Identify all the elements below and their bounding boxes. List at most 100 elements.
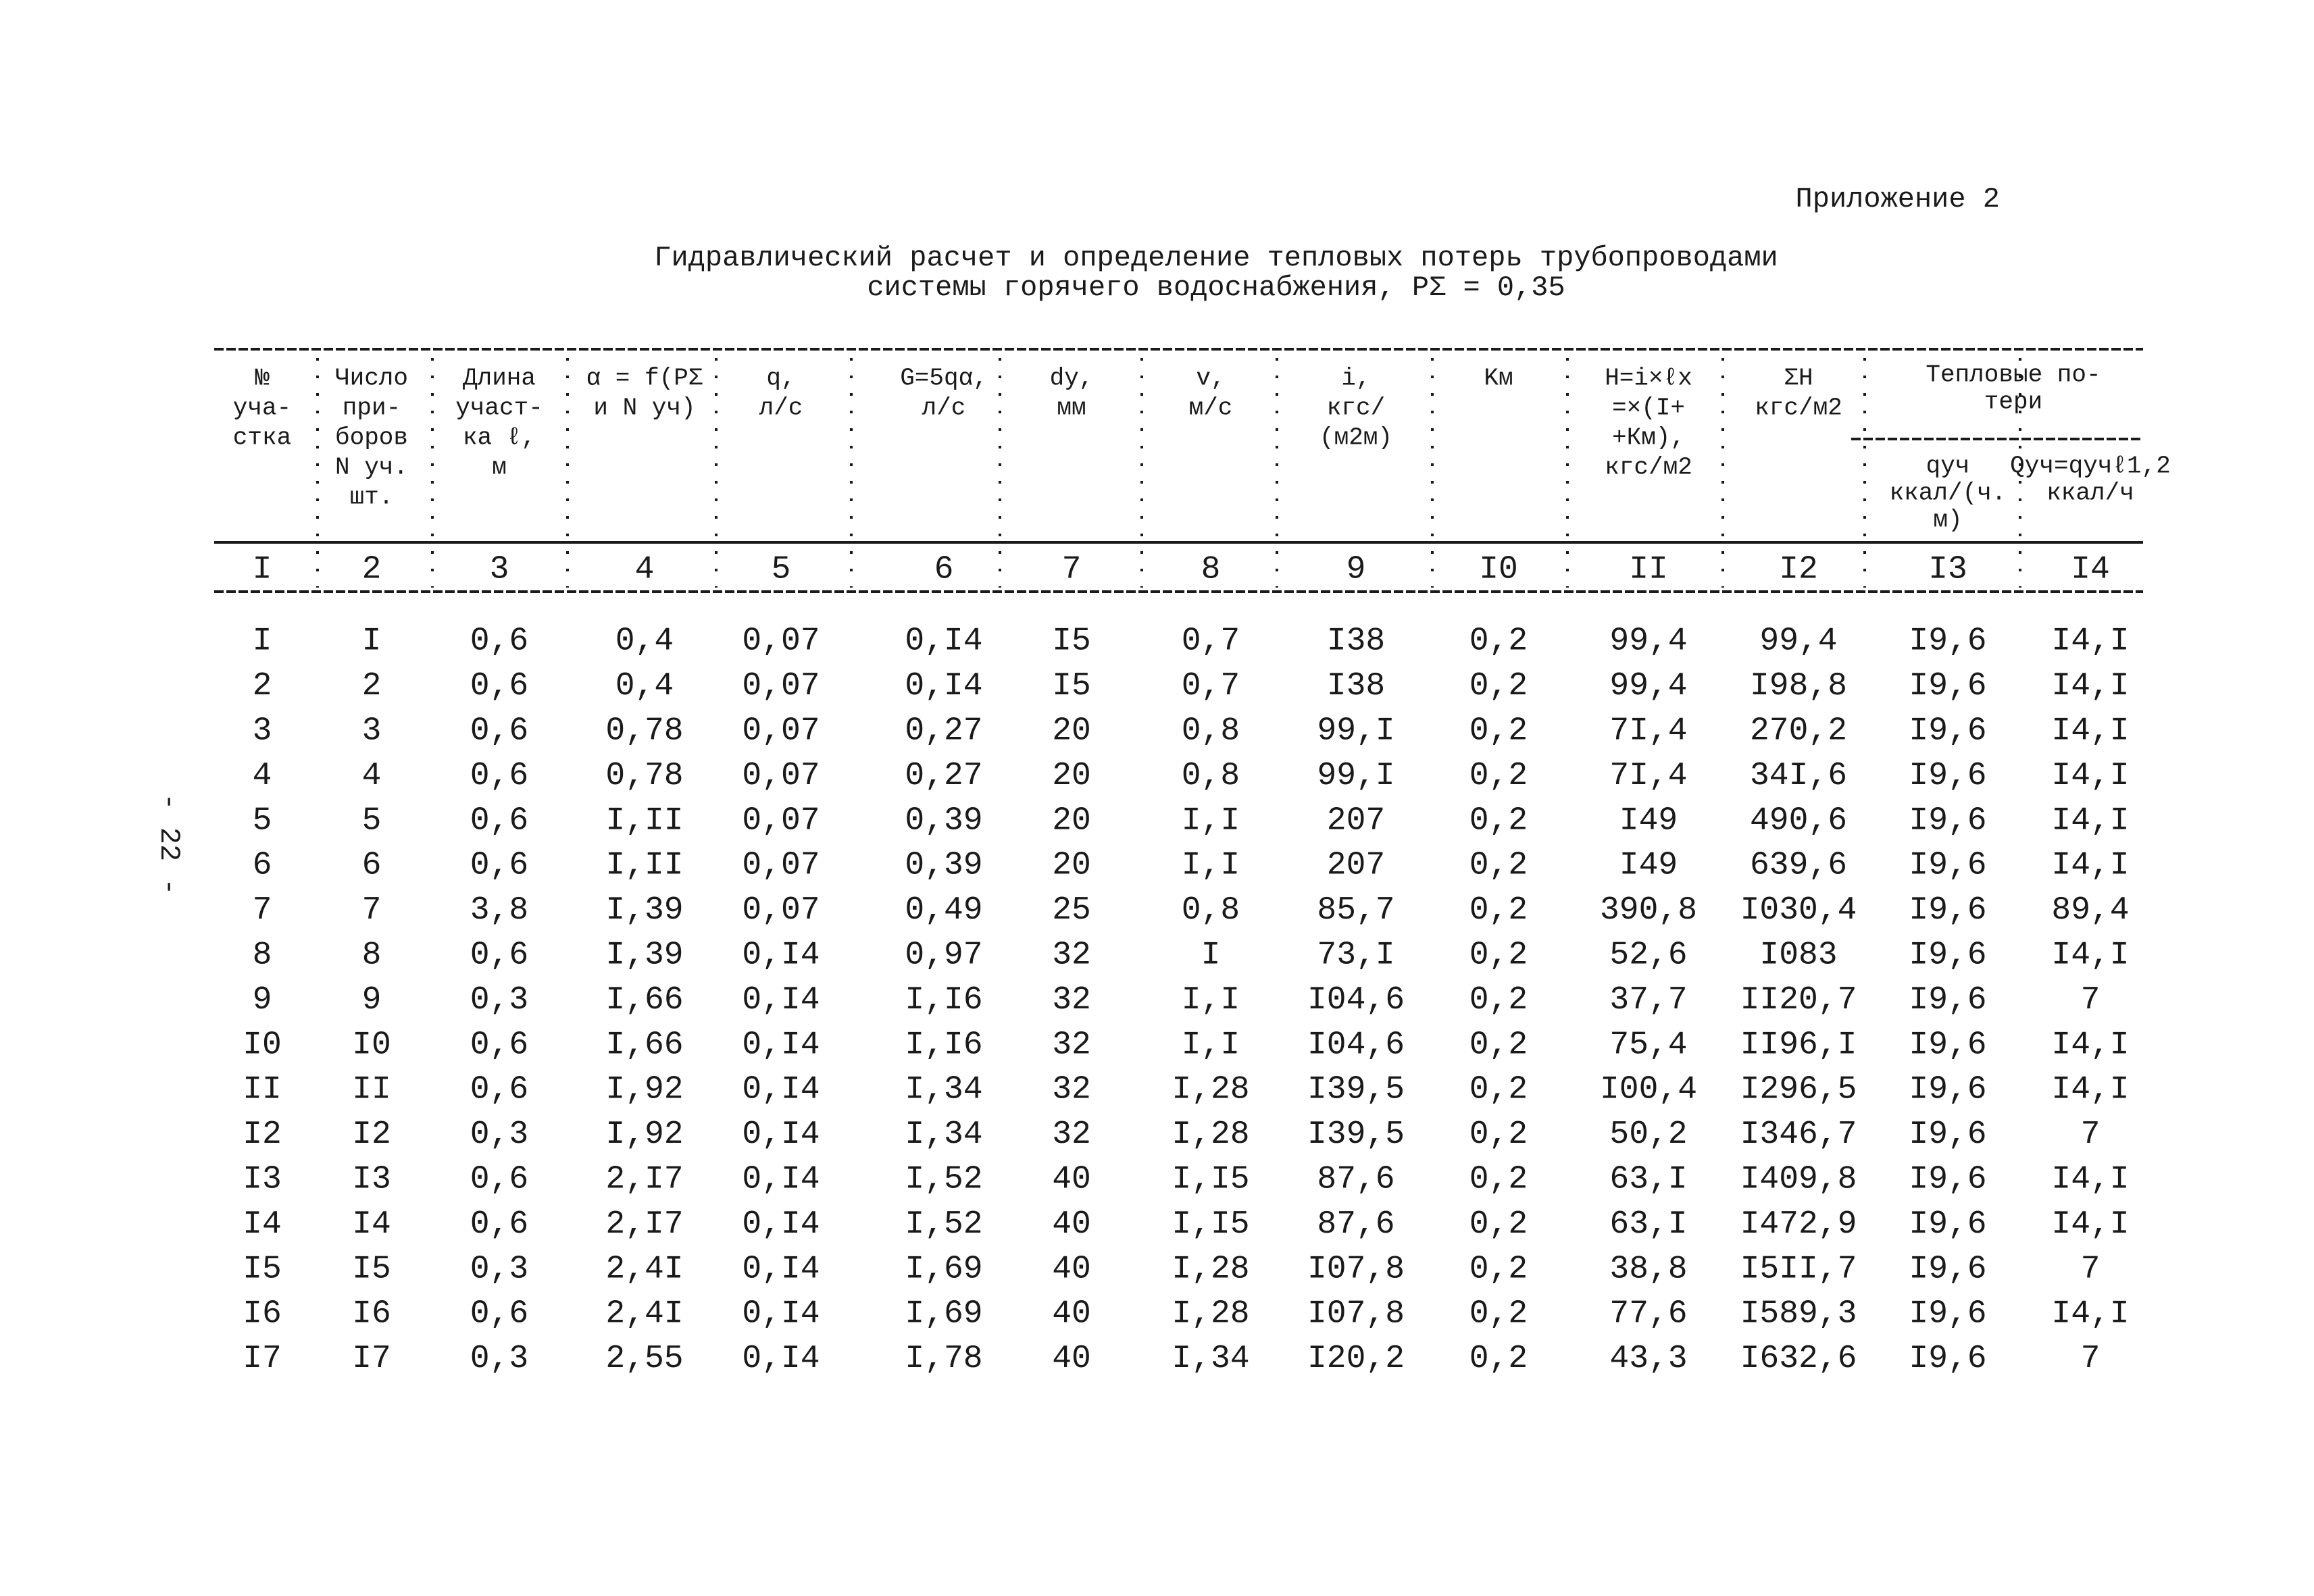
table-cell: I4,I xyxy=(2051,758,2129,794)
table-cell: 4 xyxy=(253,758,272,794)
table-cell: I,I xyxy=(1182,848,1240,884)
table-cell: 38,8 xyxy=(1609,1251,1687,1287)
table-cell: 0,2 xyxy=(1469,802,1528,839)
table-cell: 6 xyxy=(362,848,382,884)
column-header: v, xyxy=(1196,365,1225,392)
table-cell: I,69 xyxy=(905,1251,982,1287)
table-cell: 0,49 xyxy=(905,892,982,929)
table-cell: 20 xyxy=(1052,713,1091,749)
table-cell: I,92 xyxy=(605,1116,683,1153)
table-cell: I5 xyxy=(352,1251,391,1287)
table-cell: 0,I4 xyxy=(742,937,820,973)
column-header: Число xyxy=(335,365,408,392)
column-number: 5 xyxy=(772,552,791,588)
table-cell: 0,97 xyxy=(905,937,982,973)
column-header: стка xyxy=(233,424,291,452)
table-cell: 9 xyxy=(362,982,382,1019)
table-cell: II20,7 xyxy=(1740,982,1857,1019)
table-cell: 0,3 xyxy=(470,1341,528,1377)
table-cell: 3 xyxy=(253,713,272,749)
table-cell: 0,6 xyxy=(470,937,528,973)
table-cell: I,28 xyxy=(1172,1116,1249,1153)
column-header: при- xyxy=(343,394,401,422)
table-cell: 7 xyxy=(2081,1251,2101,1287)
table-cell: 40 xyxy=(1052,1296,1091,1333)
column-number: I0 xyxy=(1479,552,1518,588)
table-cell: 40 xyxy=(1052,1341,1091,1377)
table-cell: 0,3 xyxy=(470,982,528,1019)
table-cell: 0,4 xyxy=(615,623,674,660)
table-cell: I2 xyxy=(352,1116,391,1153)
table-cell: 5 xyxy=(362,802,382,839)
table-cell: I39,5 xyxy=(1307,1072,1405,1108)
column-header: +Км), xyxy=(1612,424,1685,452)
table-cell: I9,6 xyxy=(1909,1027,1986,1063)
table-cell: I4,I xyxy=(2051,713,2129,749)
table-cell: 99,4 xyxy=(1759,623,1837,660)
appendix-label: Приложение 2 xyxy=(1796,183,2000,215)
table-cell: I9,6 xyxy=(1909,1072,1986,1108)
table-cell: I,39 xyxy=(605,937,683,973)
column-header: ккал/ч xyxy=(2046,480,2134,507)
column-header: Qуч=qучℓ1,2 xyxy=(2010,453,2171,480)
table-cell: 40 xyxy=(1052,1161,1091,1198)
table-cell: 0,6 xyxy=(470,713,528,749)
column-header: л/с xyxy=(759,394,803,422)
table-cell: 99,4 xyxy=(1609,668,1687,704)
table-cell: 63,I xyxy=(1609,1161,1687,1198)
table-cell: 0,39 xyxy=(905,802,982,839)
column-header: i, xyxy=(1341,365,1370,392)
column-number: 4 xyxy=(635,552,655,588)
column-header: ккал/(ч. xyxy=(1890,480,2007,507)
table-cell: I,I6 xyxy=(905,982,982,1019)
table-cell: 0,2 xyxy=(1469,848,1528,884)
table-cell: 0,I4 xyxy=(742,1206,820,1243)
table-cell: 77,6 xyxy=(1609,1296,1687,1333)
table-cell: 7I,4 xyxy=(1609,713,1687,749)
table-cell: 0,2 xyxy=(1469,713,1528,749)
column-number: I3 xyxy=(1928,552,1967,588)
table-cell: 207 xyxy=(1327,802,1385,839)
table-cell: 50,2 xyxy=(1609,1116,1687,1153)
table-cell: I38 xyxy=(1327,668,1385,704)
table-cell: 0,78 xyxy=(605,758,683,794)
table-cell: 3 xyxy=(362,713,382,749)
table-cell: I07,8 xyxy=(1307,1296,1405,1333)
table-cell: I98,8 xyxy=(1750,668,1847,704)
table-cell: I,I xyxy=(1182,1027,1240,1063)
column-header: G=5qα, xyxy=(900,365,988,392)
table-cell: I,34 xyxy=(905,1116,982,1153)
table-cell: I0 xyxy=(243,1027,282,1063)
column-number: I xyxy=(253,552,272,588)
column-number: 6 xyxy=(934,552,954,588)
table-cell: I296,5 xyxy=(1740,1072,1857,1108)
table-cell: II xyxy=(243,1072,282,1108)
table-cell: 0,07 xyxy=(742,668,820,704)
table-cell: I472,9 xyxy=(1740,1206,1857,1243)
column-header: кгс/м2 xyxy=(1755,394,1842,422)
table-cell: 0,27 xyxy=(905,713,982,749)
table-cell: 0,I4 xyxy=(742,1072,820,1108)
column-header: л/с xyxy=(922,394,966,422)
table-cell: I9,6 xyxy=(1909,623,1986,660)
table-cell: 43,3 xyxy=(1609,1341,1687,1377)
table-cell: I9,6 xyxy=(1909,937,1986,973)
table-cell: 99,I xyxy=(1317,713,1394,749)
table-cell: I07,8 xyxy=(1307,1251,1405,1287)
table-cell: I6 xyxy=(243,1296,282,1333)
column-header: и N уч) xyxy=(593,394,695,422)
table-cell: 0,78 xyxy=(605,713,683,749)
table-cell: I00,4 xyxy=(1600,1072,1697,1108)
table-cell: I,39 xyxy=(605,892,683,929)
table-cell: 89,4 xyxy=(2051,892,2129,929)
table-cell: 9 xyxy=(253,982,272,1019)
table-cell: 0,7 xyxy=(1182,623,1240,660)
table-cell: 7 xyxy=(2081,1341,2101,1377)
table-cell: I,28 xyxy=(1172,1251,1249,1287)
table-cell: 2,4I xyxy=(605,1296,683,1333)
table-cell: 0,6 xyxy=(470,1072,528,1108)
table-cell: I5 xyxy=(243,1251,282,1287)
table-cell: I49 xyxy=(1619,848,1678,884)
table-cell: 0,7 xyxy=(1182,668,1240,704)
table-cell: 7 xyxy=(2081,1116,2101,1153)
